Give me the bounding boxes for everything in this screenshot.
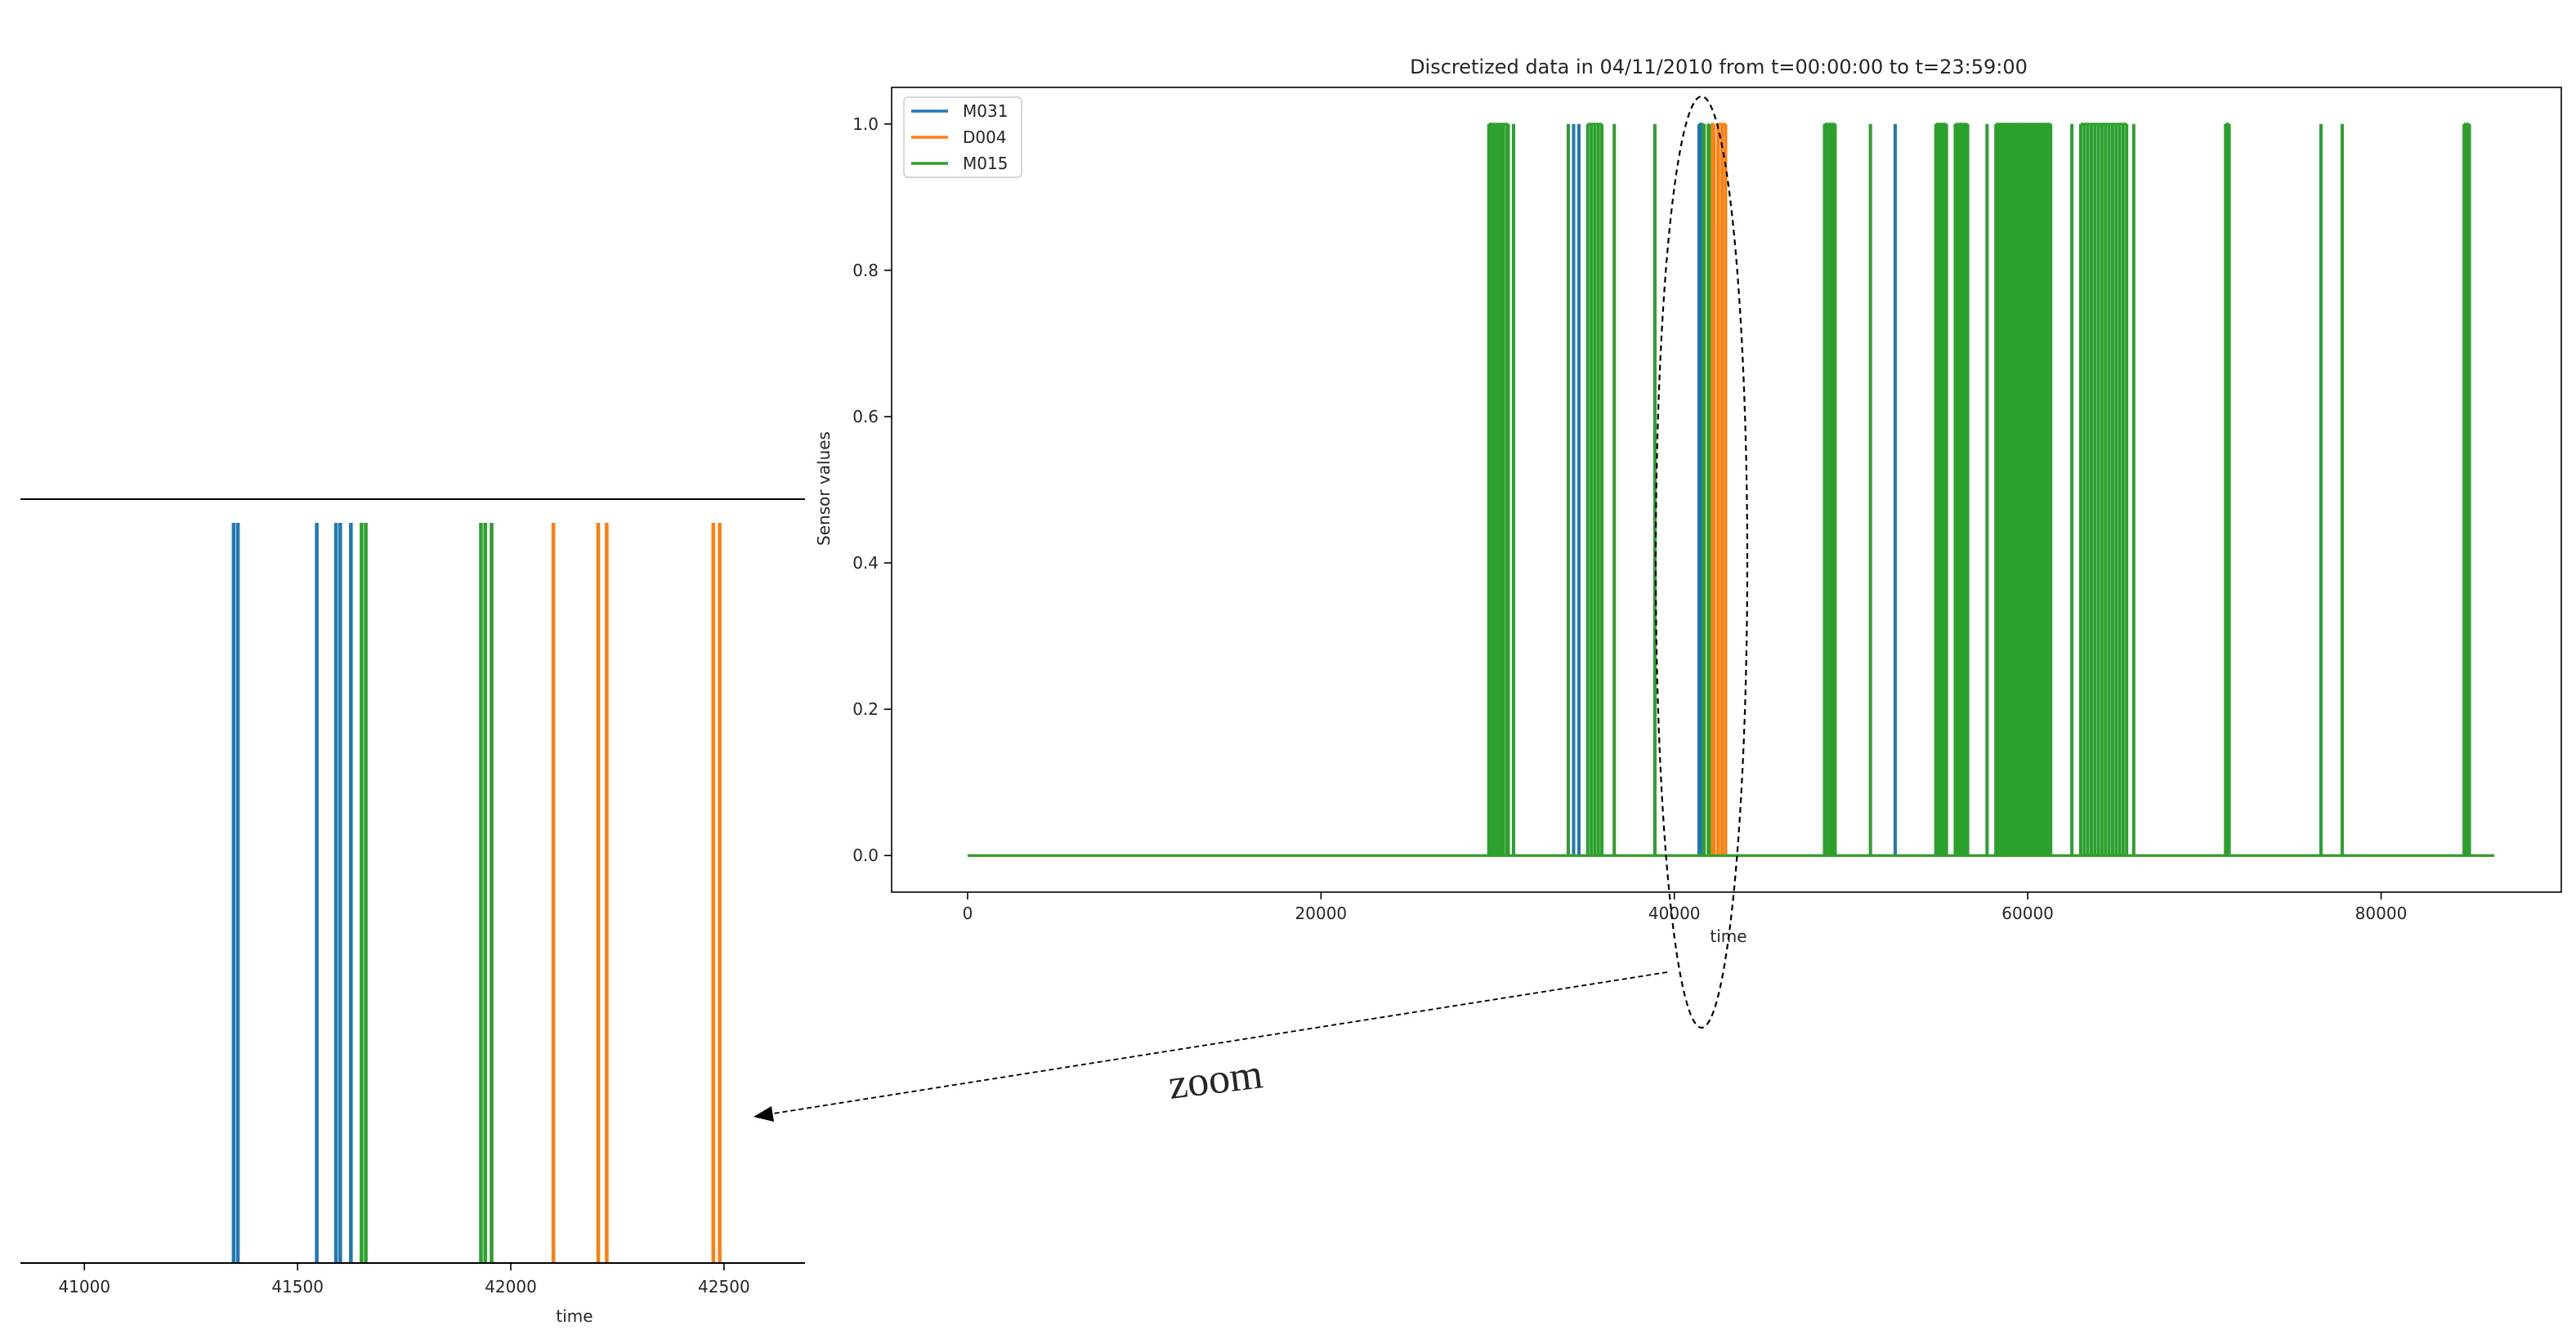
x-tick-label: 60000 xyxy=(2001,904,2054,923)
zoom-x-tick-label: 41500 xyxy=(271,1277,324,1297)
main-y-ticks: 0.0 0.2 0.4 0.6 0.8 1.0 xyxy=(852,114,892,865)
y-tick-label: 1.0 xyxy=(852,114,879,134)
zoom-annotation: zoom xyxy=(754,95,1749,1122)
x-tick-label: 20000 xyxy=(1295,904,1348,923)
zoom-series-m031 xyxy=(231,523,353,1263)
zoom-x-tick-label: 42000 xyxy=(485,1277,537,1297)
y-tick-label: 0.8 xyxy=(852,261,879,280)
zoom-arrow-head xyxy=(754,1106,774,1122)
y-tick-label: 0.4 xyxy=(852,553,879,573)
x-tick-label: 80000 xyxy=(2355,904,2408,923)
legend-label-m015: M015 xyxy=(963,154,1008,173)
zoom-series-d004 xyxy=(551,523,722,1263)
main-chart-title: Discretized data in 04/11/2010 from t=00… xyxy=(1410,56,2028,78)
y-tick-label: 0.0 xyxy=(852,846,879,865)
zoom-series-m015 xyxy=(360,523,494,1263)
x-tick-label: 40000 xyxy=(1648,904,1701,923)
zoom-x-axis-label: time xyxy=(556,1306,593,1326)
zoom-arrow-line xyxy=(767,971,1668,1115)
zoom-x-tick-label: 41000 xyxy=(58,1277,110,1297)
main-plot-frame xyxy=(891,87,2562,893)
legend-label-m031: M031 xyxy=(963,101,1008,121)
y-tick-label: 0.6 xyxy=(852,407,879,426)
zoom-highlight-ellipse xyxy=(1654,95,1749,1029)
main-legend: M031 D004 M015 xyxy=(903,96,1022,178)
x-tick-label: 0 xyxy=(963,904,973,923)
legend-frame xyxy=(903,96,1022,178)
zoom-x-ticks: 41000 41500 42000 42500 xyxy=(58,1263,750,1297)
zoom-label: zoom xyxy=(1166,1051,1266,1109)
legend-label-d004: D004 xyxy=(963,127,1007,147)
y-tick-label: 0.2 xyxy=(852,699,879,719)
main-y-axis-label: Sensor values xyxy=(814,431,834,546)
zoom-chart: 41000 41500 42000 42500 time xyxy=(20,498,805,1326)
zoom-series-layer xyxy=(231,523,722,1263)
zoom-x-tick-label: 42500 xyxy=(698,1277,750,1297)
series-m015 xyxy=(967,123,2494,857)
main-series-layer xyxy=(967,123,2494,857)
main-chart: Discretized data in 04/11/2010 from t=00… xyxy=(814,56,2562,946)
main-x-ticks: 0 20000 40000 60000 80000 xyxy=(963,892,2408,923)
